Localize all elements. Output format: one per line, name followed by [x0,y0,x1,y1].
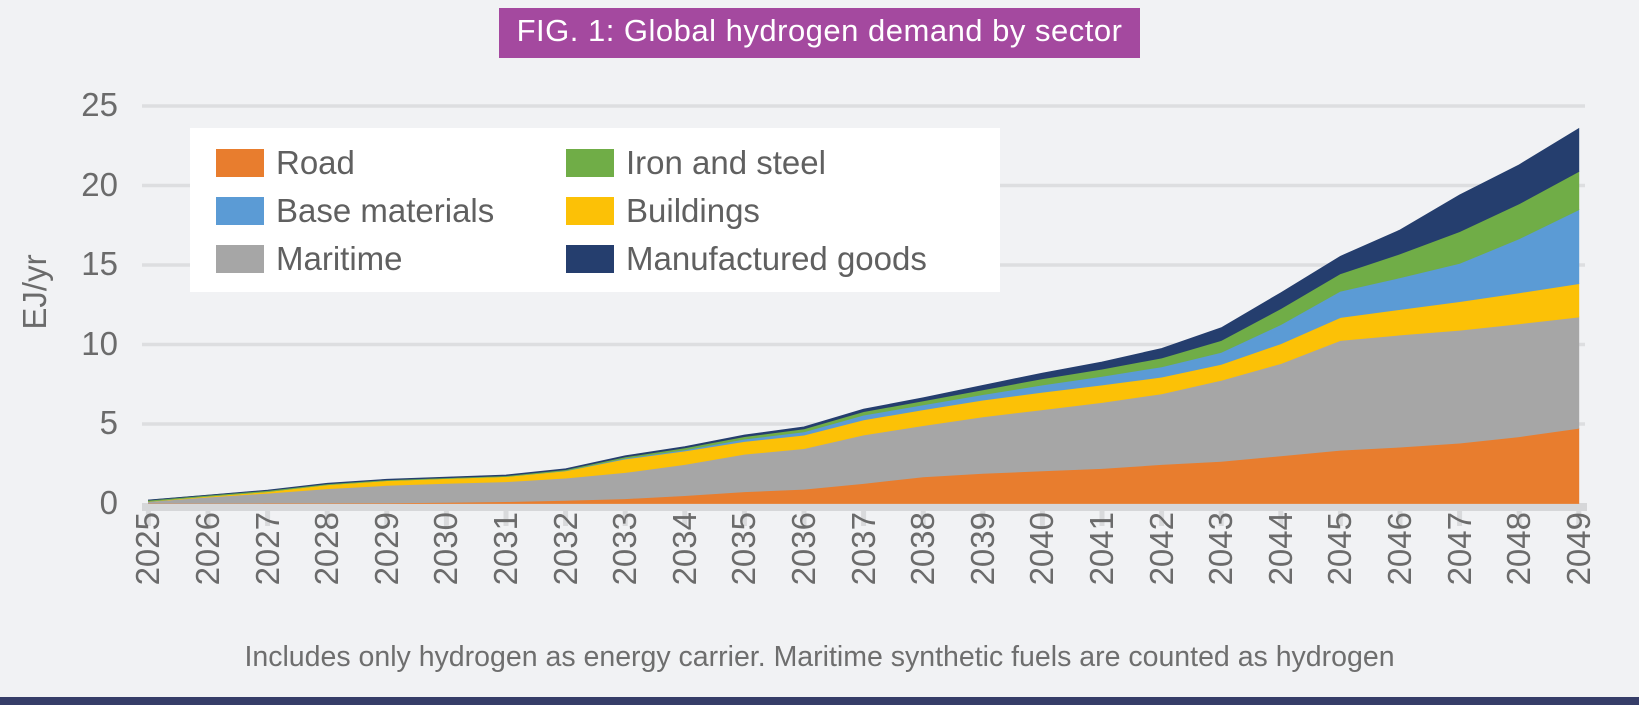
tick-2041 [1099,511,1105,526]
tick-2033 [622,511,628,526]
x-tick-label-2029: 2029 [367,512,405,586]
tick-2027 [265,511,271,526]
x-tick-label-2034: 2034 [665,512,703,586]
footnote-caption: Includes only hydrogen as energy carrier… [244,641,1395,673]
tick-2028 [324,511,330,526]
tick-2036 [801,511,807,526]
tick-2044 [1278,511,1284,526]
legend-swatch-icon [566,149,614,177]
x-tick-label-2041: 2041 [1083,512,1120,586]
tick-2026 [205,511,211,526]
x-tick-label-2027: 2027 [248,512,286,586]
x-tick-label-2026: 2026 [189,512,226,586]
tick-2037 [861,511,867,526]
tick-2049 [1576,511,1582,526]
area-manufactured-goods [148,127,1580,501]
legend-swatch-icon [216,197,264,225]
tick-2032 [563,511,569,526]
legend-swatch-icon [216,245,264,273]
tick-2029 [384,511,390,526]
x-tick-label-2048: 2048 [1500,512,1538,586]
legend-item-road: Road [216,144,566,182]
x-tick-label-2040: 2040 [1023,512,1061,586]
legend-item-base-materials: Base materials [216,192,566,230]
tick-2031 [503,511,509,526]
bottom-accent-bar [0,697,1639,705]
tick-2047 [1457,511,1463,526]
figure-title-wrap: FIG. 1: Global hydrogen demand by sector [0,8,1639,58]
x-tick-label-2049: 2049 [1559,512,1597,586]
legend: Road Iron and steel Base materials Building… [190,128,1000,292]
x-tick-label-2043: 2043 [1202,512,1240,586]
x-tick-label-2046: 2046 [1381,512,1418,586]
x-tick-label-2030: 2030 [427,512,465,586]
tick-2025 [145,511,151,526]
legend-label: Buildings [626,192,760,229]
x-tick-label-2037: 2037 [844,512,882,586]
tick-2042 [1159,511,1165,526]
legend-label: Base materials [276,192,495,229]
x-tick-label-2045: 2045 [1321,512,1359,586]
y-tick-label-10: 10 [81,324,118,362]
x-tick-label-2033: 2033 [606,512,644,586]
legend-item-manufactured-goods: Manufactured goods [566,240,990,278]
tick-2043 [1218,511,1224,526]
tick-2045 [1337,511,1343,526]
tick-2038 [920,511,926,526]
legend-swatch-icon [566,197,614,225]
x-tick-label-2032: 2032 [546,512,584,586]
tick-2030 [443,511,449,526]
legend-label: Road [276,144,355,181]
legend-swatch-icon [566,245,614,273]
tick-2048 [1516,511,1522,526]
x-tick-label-2035: 2035 [725,512,763,586]
figure-title: FIG. 1: Global hydrogen demand by sector [498,8,1141,58]
x-tick-label-2031: 2031 [487,512,524,586]
legend-label: Maritime [276,240,403,277]
x-axis-line [142,503,1587,511]
tick-2035 [741,511,747,526]
y-tick-label-25: 25 [81,86,118,123]
x-tick-label-2042: 2042 [1142,512,1180,586]
legend-item-maritime: Maritime [216,240,566,278]
legend-item-buildings: Buildings [566,192,990,230]
x-tick-label-2038: 2038 [904,512,942,586]
legend-item-iron-and-steel: Iron and steel [566,144,990,182]
tick-2046 [1397,511,1403,526]
y-tick-label-20: 20 [81,165,118,203]
gridline-25 [142,104,1585,108]
y-tick-label-15: 15 [81,245,118,282]
legend-swatch-icon [216,149,264,177]
tick-2040 [1039,511,1045,526]
x-tick-label-2036: 2036 [785,512,822,586]
legend-label: Iron and steel [626,144,826,181]
x-tick-label-2028: 2028 [308,512,346,586]
tick-2034 [682,511,688,526]
y-tick-label-5: 5 [99,404,118,441]
x-tick-label-2039: 2039 [963,512,1001,586]
x-tick-label-2044: 2044 [1261,512,1299,586]
x-tick-label-2047: 2047 [1440,512,1478,586]
gridline-10 [142,342,1585,347]
tick-2039 [980,511,986,526]
x-tick-label-2025: 2025 [129,512,167,586]
legend-label: Manufactured goods [626,240,927,277]
y-tick-label-0: 0 [99,483,118,521]
